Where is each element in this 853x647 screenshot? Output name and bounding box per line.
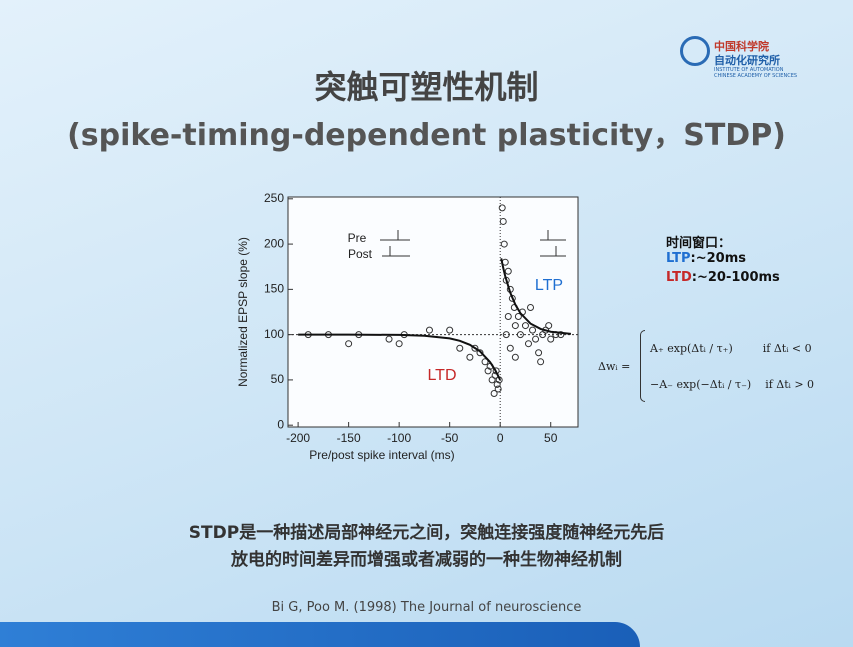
data-point [488,376,496,384]
x-tick-label: 50 [544,431,558,445]
ltp-value: :~20ms [690,251,746,266]
spike-icon [380,230,566,257]
body-line: 放电的时间差异而增强或者减弱的一种生物神经机制 [231,550,622,570]
data-point [471,344,479,352]
data-point [466,353,474,361]
annotation: LTD [427,367,456,384]
ltd-label: LTD [666,270,692,285]
x-axis-label: Pre/post spike interval (ms) [309,448,454,462]
ltp-window: LTP:~20ms [666,251,746,266]
data-point [500,240,508,248]
title: 突触可塑性机制 [314,68,539,106]
logo-text: 自动化研究所 [714,54,780,67]
x-tick-label: 0 [497,431,504,445]
data-point [502,331,510,339]
logo-text: CHINESE ACADEMY OF SCIENCES [714,73,798,79]
bottom-bar [0,622,640,647]
data-point [456,344,464,352]
x-tick-label: -100 [387,431,411,445]
y-tick-label: 50 [271,372,285,386]
data-point [535,349,543,357]
data-point [511,353,519,361]
data-point [484,367,492,375]
data-point [545,322,553,330]
window-heading: 时间窗口： [666,236,732,251]
y-tick-label: 200 [264,236,284,250]
data-point [506,344,514,352]
data-point [395,340,403,348]
ltp-label: LTP [666,251,691,266]
data-point [529,326,537,334]
annotation: Pre [348,231,367,245]
y-tick-label: 0 [277,417,284,431]
data-point [476,349,484,357]
annotation: LTP [535,277,563,294]
data-point [557,331,565,339]
data-point [521,322,529,330]
ltd-window: LTD:~20-100ms [666,270,780,285]
plot-area [287,196,579,428]
y-tick-label: 250 [264,191,284,205]
citation: Bi G, Poo M. (1998) The Journal of neuro… [271,600,582,615]
data-point [490,389,498,397]
data-point [481,358,489,366]
y-axis-label: Normalized EPSP slope (%) [236,237,250,387]
fit-curve [500,258,572,335]
annotation: Post [348,247,373,261]
data-point [446,326,454,334]
data-point [504,267,512,275]
data-point [385,335,393,343]
data-point [498,204,506,212]
data-point [499,217,507,225]
case-cond: if Δtᵢ < 0 [762,342,812,355]
data-point [516,331,524,339]
data-point [524,340,532,348]
subtitle: (spike-timing-dependent plasticity，STDP) [67,118,786,153]
body-line: STDP是一种描述局部神经元之间，突触连接强度随神经元先后 [188,523,665,543]
ltd-value: :~20-100ms [691,270,780,285]
data-point [547,335,555,343]
formula-lhs: Δwᵢ = [598,360,631,373]
data-point [494,385,502,393]
case-expr: A₊ exp(Δtᵢ / τ₊) [650,342,733,355]
data-point [425,326,433,334]
fit-curve [298,333,502,381]
case-cond: if Δtᵢ > 0 [765,378,815,391]
case-expr: −A₋ exp(−Δtᵢ / τ₋) [650,378,752,391]
data-point [514,313,522,321]
data-point [504,313,512,321]
formula-case: A₊ exp(Δtᵢ / τ₊) if Δtᵢ < 0 [650,342,812,355]
data-point [511,322,519,330]
y-tick-label: 100 [264,327,284,341]
data-point [345,340,353,348]
x-tick-label: -200 [286,431,310,445]
x-tick-label: -150 [337,431,361,445]
logo-text: 中国科学院 [714,40,769,53]
logo-text: INSTITUTE OF AUTOMATION [714,67,784,73]
data-point [527,303,535,311]
y-tick-label: 150 [264,282,284,296]
data-point [537,358,545,366]
formula-case: −A₋ exp(−Δtᵢ / τ₋) if Δtᵢ > 0 [650,378,814,391]
brace [640,330,645,402]
logo-icon [680,36,710,66]
data-point [532,335,540,343]
x-tick-label: -50 [441,431,459,445]
data-point [493,380,501,388]
